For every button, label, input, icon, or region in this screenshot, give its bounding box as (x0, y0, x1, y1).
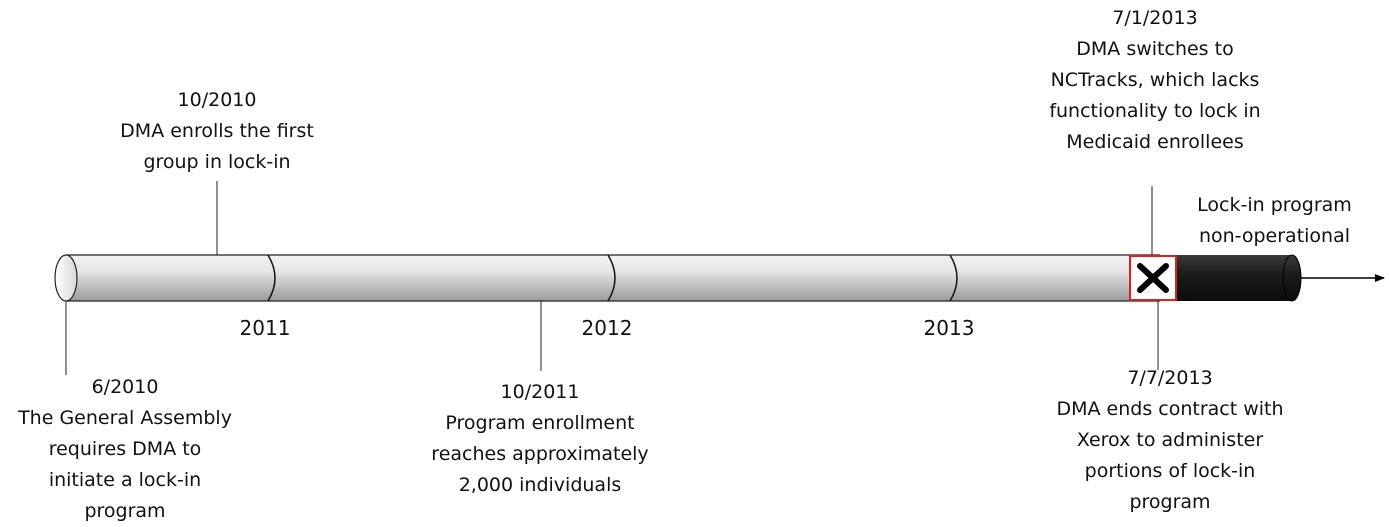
event-text-line: Program enrollment (415, 408, 665, 439)
event-text-line: reaches approximately (415, 439, 665, 470)
status-text-line: Lock-in program (1192, 190, 1357, 221)
year-label-2013: 2013 (909, 316, 989, 340)
event-date: 7/1/2013 (1020, 3, 1290, 34)
event-text-line: The General Assembly (0, 403, 250, 434)
status-text-line: non-operational (1192, 221, 1357, 252)
timeline-bar-dark (1160, 255, 1292, 301)
timeline-bar-light (66, 255, 1160, 301)
event-text-line: group in lock-in (92, 147, 342, 178)
event-annotation-2010-06: 6/2010 The General Assembly requires DMA… (0, 372, 250, 527)
event-date: 7/7/2013 (1030, 363, 1310, 394)
event-text-line: DMA switches to (1020, 34, 1290, 65)
event-date: 10/2011 (415, 377, 665, 408)
event-annotation-2011-10: 10/2011 Program enrollment reaches appro… (415, 377, 665, 501)
event-text-line: portions of lock-in (1030, 456, 1310, 487)
event-text-line: requires DMA to (0, 434, 250, 465)
year-label-2012: 2012 (567, 316, 647, 340)
timeline-bar-dark-end (1283, 255, 1301, 301)
timeline-start-cap (55, 255, 77, 301)
event-date: 10/2010 (92, 85, 342, 116)
event-text-line: program (1030, 487, 1310, 518)
event-text-line: program (0, 496, 250, 527)
status-label-non-operational: Lock-in program non-operational (1192, 190, 1357, 252)
event-text-line: Medicaid enrollees (1020, 127, 1290, 158)
event-annotation-2013-07-01: 7/1/2013 DMA switches to NCTracks, which… (1020, 3, 1290, 158)
event-text-line: DMA enrolls the first (92, 116, 342, 147)
x-icon (1130, 256, 1176, 300)
event-text-line: Xerox to administer (1030, 425, 1310, 456)
year-label-2011: 2011 (225, 316, 305, 340)
event-text-line: NCTracks, which lacks (1020, 65, 1290, 96)
event-text-line: DMA ends contract with (1030, 394, 1310, 425)
event-text-line: functionality to lock in (1020, 96, 1290, 127)
event-text-line: initiate a lock-in (0, 465, 250, 496)
event-date: 6/2010 (0, 372, 250, 403)
event-annotation-2013-07-07: 7/7/2013 DMA ends contract with Xerox to… (1030, 363, 1310, 518)
event-text-line: 2,000 individuals (415, 470, 665, 501)
event-annotation-2010-10: 10/2010 DMA enrolls the first group in l… (92, 85, 342, 178)
